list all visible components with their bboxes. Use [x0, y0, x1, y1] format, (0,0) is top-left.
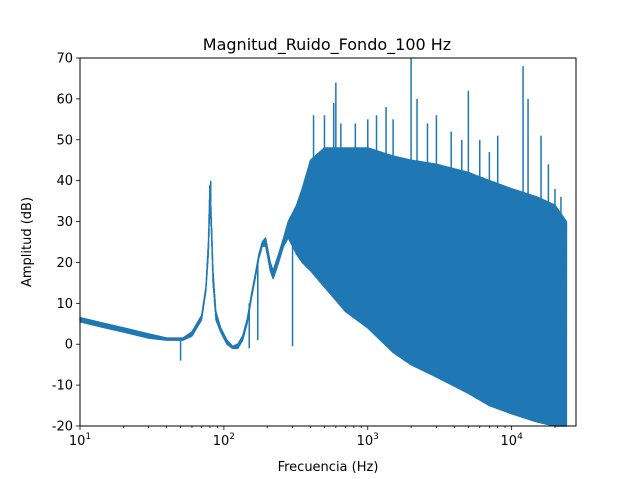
- plot-area: [79, 58, 568, 427]
- y-tick-label: 20: [56, 256, 73, 271]
- x-axis: 101 102 103 104: [69, 426, 556, 449]
- chart-title: Magnitud_Ruido_Fondo_100 Hz: [203, 35, 451, 55]
- x-tick-label: 103: [357, 432, 379, 449]
- y-axis-label: Amplitud (dB): [20, 197, 35, 287]
- x-tick-label: 102: [213, 432, 235, 449]
- y-tick-label: 50: [56, 133, 73, 148]
- y-tick-label: 10: [56, 297, 73, 312]
- y-tick-label: 0: [65, 338, 73, 353]
- y-tick-label: 40: [56, 174, 73, 189]
- x-tick-label: 104: [501, 432, 524, 449]
- series-line: [79, 147, 568, 427]
- y-tick-label: -20: [52, 420, 73, 435]
- y-tick-label: -10: [52, 379, 73, 394]
- y-tick-label: 60: [56, 92, 73, 107]
- x-tick-label: 101: [69, 432, 91, 449]
- y-axis: -20 -10 0 10 20 30 40 50 60 70: [52, 52, 80, 435]
- plot-frame: [79, 57, 577, 427]
- x-axis-label: Frecuencia (Hz): [278, 460, 379, 475]
- series-0: [79, 58, 568, 427]
- y-tick-label: 70: [56, 52, 73, 67]
- y-tick-label: 30: [56, 215, 73, 230]
